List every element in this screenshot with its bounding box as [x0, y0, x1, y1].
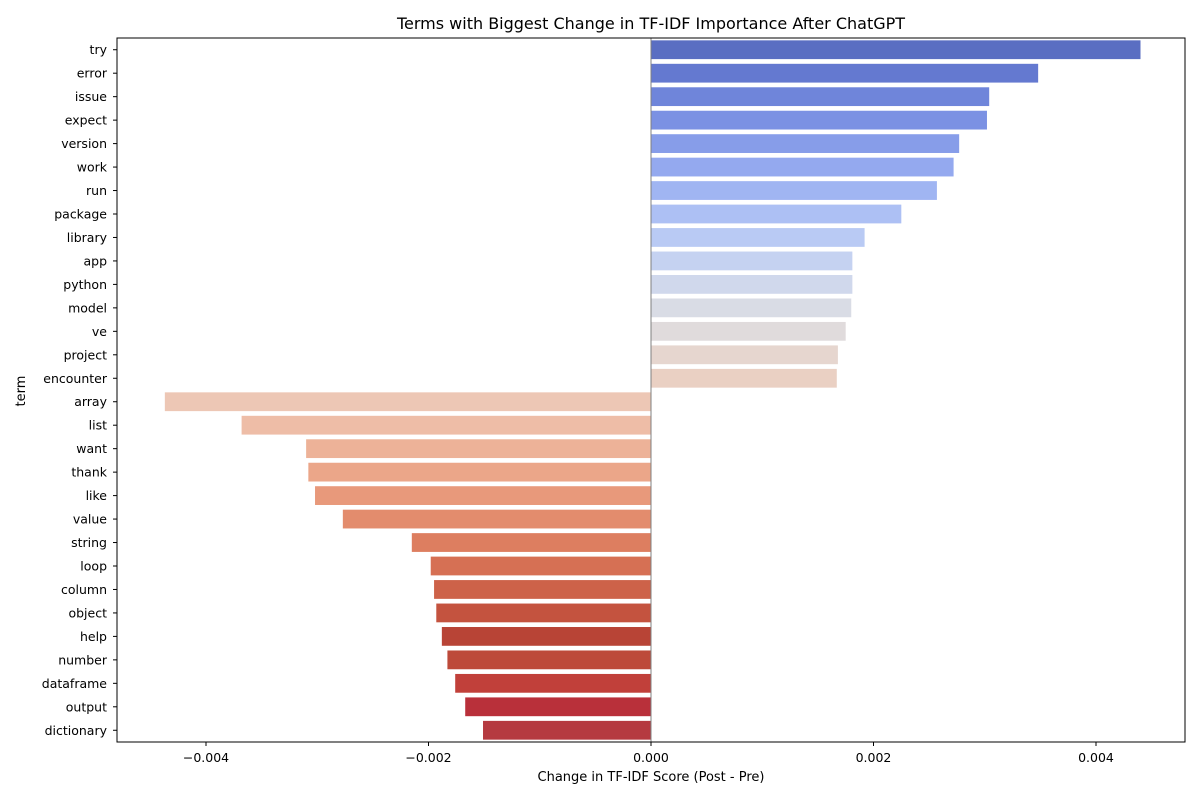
bar-list [241, 415, 651, 435]
bar-model [651, 298, 852, 318]
x-axis-label: Change in TF-IDF Score (Post - Pre) [538, 770, 765, 785]
bar-like [315, 486, 651, 505]
y-tick-label-version: version [61, 136, 107, 151]
y-tick-label-python: python [63, 277, 107, 292]
y-tick-label-output: output [66, 699, 107, 714]
y-tick-label-project: project [64, 347, 107, 362]
x-tick-label: −0.002 [405, 750, 451, 765]
bar-library [651, 228, 865, 247]
y-axis-label: term [14, 376, 29, 407]
bar-app [651, 251, 853, 271]
bar-version [651, 134, 960, 153]
y-tick-label-ve: ve [92, 324, 107, 339]
bar-ve [651, 321, 846, 341]
chart-title: Terms with Biggest Change in TF-IDF Impo… [396, 14, 905, 33]
bar-try [651, 40, 1141, 60]
bar-value [342, 509, 651, 529]
y-tick-label-try: try [90, 42, 108, 57]
y-tick-label-run: run [86, 183, 107, 198]
plot-frame [116, 37, 1186, 743]
bar-loop [430, 556, 651, 576]
y-tick-label-list: list [89, 418, 107, 433]
y-tick-label-encounter: encounter [43, 371, 108, 386]
bar-dataframe [455, 673, 651, 693]
bar-output [465, 697, 651, 717]
bar-project [651, 345, 838, 365]
y-tick-label-thank: thank [71, 465, 107, 480]
bar-thank [308, 462, 651, 482]
y-tick-label-app: app [83, 253, 107, 268]
y-tick-label-string: string [71, 535, 107, 550]
x-tick-label: −0.004 [183, 750, 229, 765]
y-tick-label-dictionary: dictionary [45, 723, 108, 738]
bar-object [436, 603, 651, 623]
y-tick-label-library: library [67, 230, 108, 245]
bar-want [306, 439, 651, 459]
y-tick-label-error: error [77, 66, 108, 81]
y-tick-label-work: work [77, 160, 108, 175]
y-tick-label-value: value [73, 512, 107, 527]
y-tick-label-model: model [68, 300, 107, 315]
bar-help [441, 627, 651, 646]
bar-work [651, 157, 954, 177]
x-tick-label: 0.002 [856, 750, 892, 765]
bar-column [434, 580, 651, 599]
y-tick-label-expect: expect [65, 113, 107, 128]
bar-run [651, 181, 937, 200]
y-tick-label-package: package [54, 207, 107, 222]
y-tick-label-object: object [68, 605, 107, 620]
bar-issue [651, 87, 990, 107]
bar-number [447, 650, 651, 670]
bar-error [651, 63, 1039, 83]
y-tick-label-issue: issue [75, 89, 107, 104]
bar-dictionary [483, 720, 651, 740]
bar-python [651, 275, 853, 294]
bar-array [164, 392, 651, 412]
y-tick-label-loop: loop [80, 559, 107, 574]
y-tick-label-help: help [80, 629, 107, 644]
x-tick-label: 0.000 [633, 750, 669, 765]
y-tick-label-array: array [74, 394, 107, 409]
y-tick-label-number: number [58, 652, 108, 667]
x-tick-label: 0.004 [1078, 750, 1114, 765]
y-tick-label-want: want [76, 441, 107, 456]
y-tick-labels: try error issue expect version work run package… [42, 42, 117, 738]
bar-encounter [651, 368, 837, 388]
bar-expect [651, 110, 987, 130]
y-tick-label-dataframe: dataframe [42, 676, 108, 691]
bar-package [651, 204, 902, 224]
y-tick-label-like: like [86, 488, 108, 503]
x-ticks: −0.004 −0.002 0.000 0.002 0.004 [183, 742, 1114, 765]
bars-group [164, 40, 1141, 740]
bar-string [411, 533, 651, 552]
y-tick-label-column: column [61, 582, 107, 597]
